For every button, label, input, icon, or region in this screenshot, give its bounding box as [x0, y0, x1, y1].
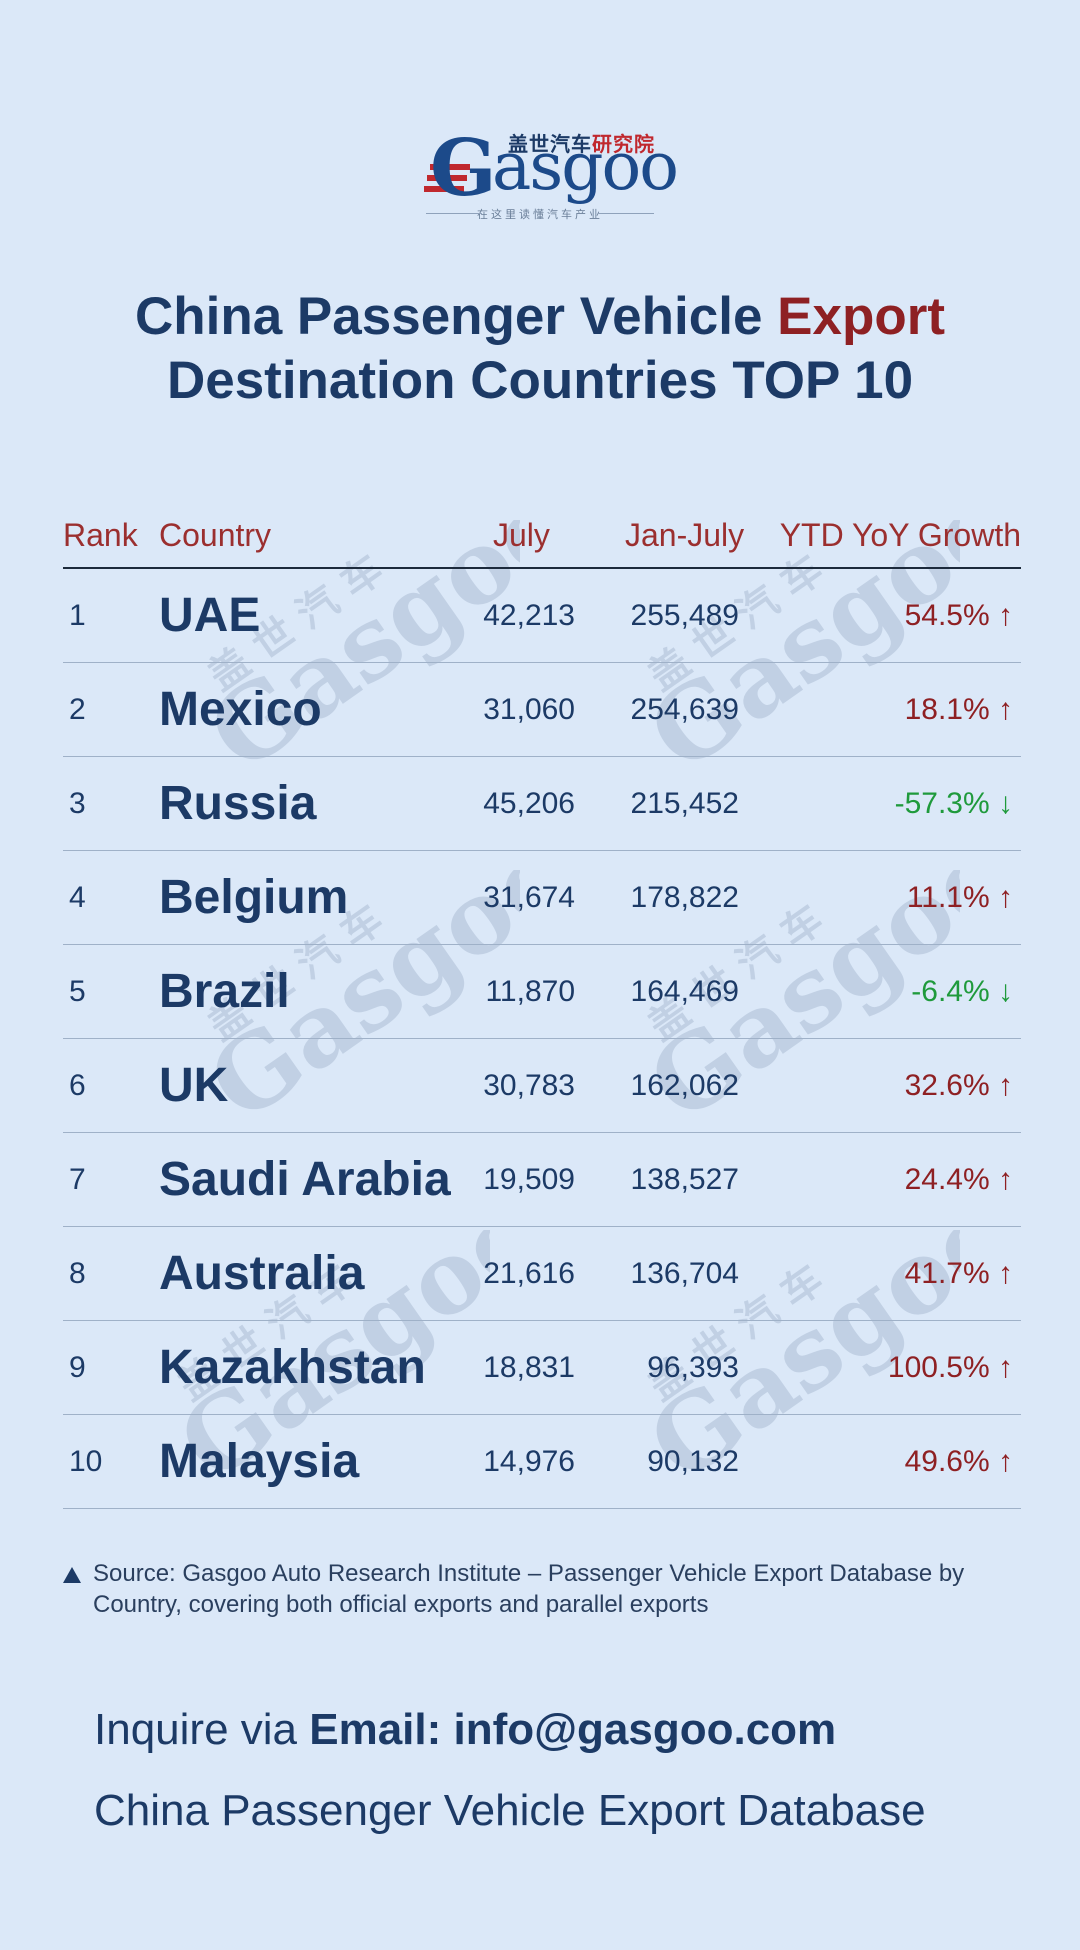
logo-stripes-icon — [424, 164, 470, 192]
jan-july-cell: 255,489 — [630, 599, 739, 632]
table-row: 1 UAE 42,213 255,489 54.5% ↑ — [63, 569, 1021, 663]
country-cell: Kazakhstan — [159, 1341, 426, 1394]
country-cell: UK — [159, 1059, 229, 1112]
column-header-country: Country — [159, 517, 272, 553]
july-cell: 31,060 — [483, 693, 575, 726]
page-title: China Passenger Vehicle Export Destinati… — [134, 287, 946, 410]
column-header-jan-july: Jan-July — [625, 517, 745, 553]
country-cell: Saudi Arabia — [159, 1153, 451, 1206]
table-row: 5 Brazil 11,870 164,469 -6.4% ↓ — [63, 945, 1021, 1039]
source-note: Source: Gasgoo Auto Research Institute –… — [63, 1558, 1033, 1620]
growth-cell: 24.4% ↑ — [904, 1163, 1013, 1196]
rank-cell: 6 — [69, 1069, 86, 1102]
growth-cell: 54.5% ↑ — [904, 599, 1013, 632]
growth-cell: 100.5% ↑ — [887, 1351, 1013, 1384]
table-header: Rank Country July Jan-July YTD YoY Growt… — [63, 505, 1021, 569]
country-cell: Australia — [159, 1247, 365, 1300]
gasgoo-logo: 盖世汽车研究院 G asgoo 在这里读懂汽车产业 — [0, 120, 1080, 230]
database-name: China Passenger Vehicle Export Database — [94, 1786, 926, 1835]
inquiry-line: Inquire via Email: info@gasgoo.com — [94, 1705, 837, 1754]
table-row: 3 Russia 45,206 215,452 -57.3% ↓ — [63, 757, 1021, 851]
growth-cell: 18.1% ↑ — [904, 693, 1013, 726]
country-cell: Mexico — [159, 683, 322, 736]
logo-wordmark: asgoo — [492, 128, 679, 205]
country-cell: Russia — [159, 777, 317, 830]
rank-cell: 2 — [69, 693, 86, 726]
logo-tagline: 在这里读懂汽车产业 — [426, 206, 654, 222]
table-row: 2 Mexico 31,060 254,639 18.1% ↑ — [63, 663, 1021, 757]
rank-cell: 10 — [69, 1445, 103, 1478]
jan-july-cell: 90,132 — [647, 1445, 739, 1478]
column-header-ytd-yoy-growth: YTD YoY Growth — [779, 517, 1021, 553]
table-row: 10 Malaysia 14,976 90,132 49.6% ↑ — [63, 1415, 1021, 1509]
rank-cell: 5 — [69, 975, 86, 1008]
table-row: 8 Australia 21,616 136,704 41.7% ↑ — [63, 1227, 1021, 1321]
growth-cell: 11.1% ↑ — [906, 881, 1013, 914]
column-header-rank: Rank — [63, 517, 138, 553]
table-row: 4 Belgium 31,674 178,822 11.1% ↑ — [63, 851, 1021, 945]
july-cell: 45,206 — [483, 787, 575, 820]
july-cell: 18,831 — [483, 1351, 575, 1384]
table-row: 9 Kazakhstan 18,831 96,393 100.5% ↑ — [63, 1321, 1021, 1415]
jan-july-cell: 138,527 — [630, 1163, 739, 1196]
logo-wordmark-g: G — [430, 123, 497, 214]
july-cell: 11,870 — [485, 975, 575, 1008]
table-row: 7 Saudi Arabia 19,509 138,527 24.4% ↑ — [63, 1133, 1021, 1227]
logo-chinese-name: 盖世汽车研究院 — [508, 134, 655, 156]
growth-cell: 41.7% ↑ — [904, 1257, 1013, 1290]
jan-july-cell: 162,062 — [630, 1069, 739, 1102]
rank-cell: 7 — [69, 1163, 86, 1196]
growth-cell: -6.4% ↓ — [911, 975, 1013, 1008]
growth-cell: -57.3% ↓ — [894, 787, 1013, 820]
jan-july-cell: 136,704 — [630, 1257, 739, 1290]
triangle-bullet-icon — [63, 1567, 81, 1583]
july-cell: 30,783 — [483, 1069, 575, 1102]
jan-july-cell: 215,452 — [630, 787, 739, 820]
rank-cell: 3 — [69, 787, 86, 820]
growth-cell: 49.6% ↑ — [904, 1445, 1013, 1478]
jan-july-cell: 164,469 — [630, 975, 739, 1008]
growth-cell: 32.6% ↑ — [904, 1069, 1013, 1102]
export-ranking-table: Rank Country July Jan-July YTD YoY Growt… — [63, 505, 1021, 1509]
rank-cell: 8 — [69, 1257, 86, 1290]
july-cell: 21,616 — [483, 1257, 575, 1290]
july-cell: 19,509 — [483, 1163, 575, 1196]
july-cell: 31,674 — [483, 881, 575, 914]
rank-cell: 1 — [69, 599, 86, 632]
country-cell: Brazil — [159, 965, 290, 1018]
country-cell: UAE — [159, 589, 261, 642]
rank-cell: 9 — [69, 1351, 86, 1384]
email-contact[interactable]: Email: info@gasgoo.com — [309, 1705, 837, 1754]
jan-july-cell: 178,822 — [630, 881, 739, 914]
jan-july-cell: 96,393 — [647, 1351, 739, 1384]
country-cell: Belgium — [159, 871, 349, 924]
source-text: Source: Gasgoo Auto Research Institute –… — [93, 1560, 965, 1618]
table-body: 1 UAE 42,213 255,489 54.5% ↑ 2 Mexico 31,060 254… — [63, 569, 1021, 1509]
column-header-july: July — [493, 517, 550, 553]
country-cell: Malaysia — [159, 1435, 360, 1488]
rank-cell: 4 — [69, 881, 86, 914]
july-cell: 14,976 — [483, 1445, 575, 1478]
july-cell: 42,213 — [483, 599, 575, 632]
table-row: 6 UK 30,783 162,062 32.6% ↑ — [63, 1039, 1021, 1133]
jan-july-cell: 254,639 — [630, 693, 739, 726]
